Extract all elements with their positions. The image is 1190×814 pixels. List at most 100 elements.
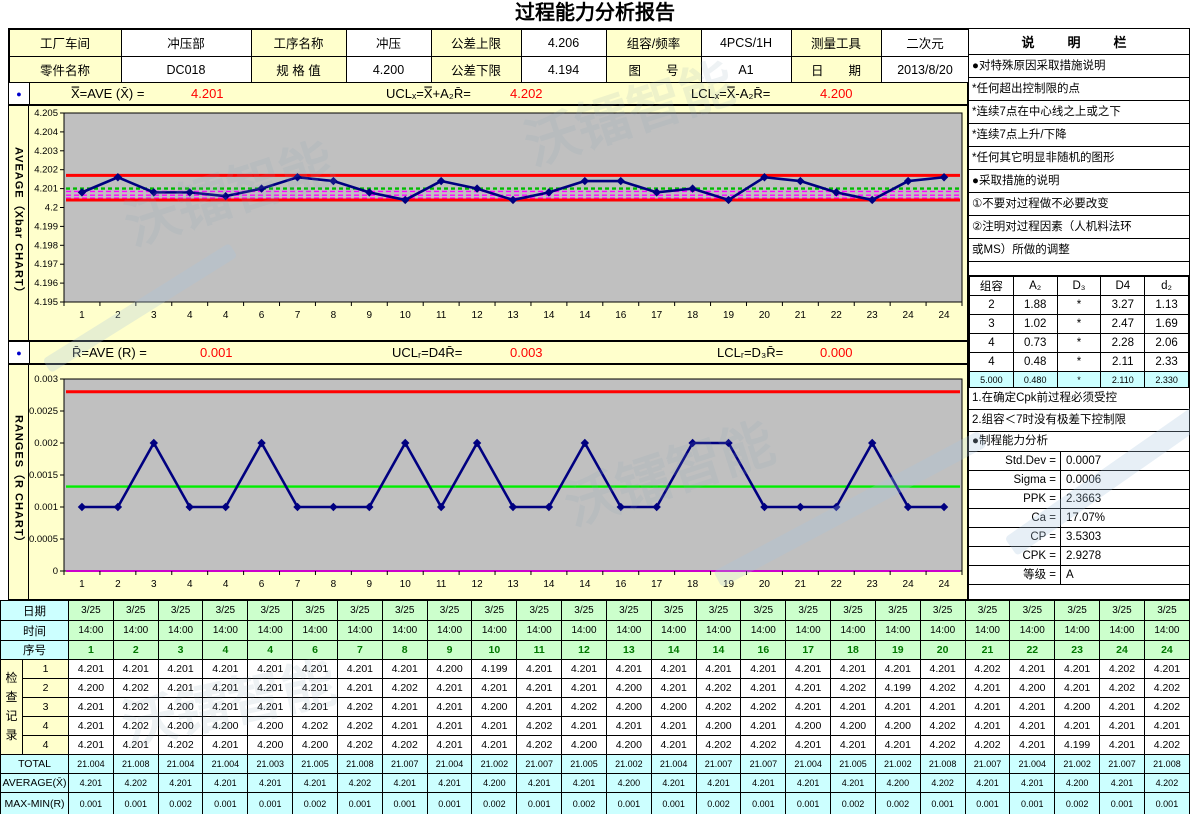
measurement-cell[interactable]: 4.201 <box>740 716 787 736</box>
time-row-cell[interactable]: 14:00 <box>785 620 832 641</box>
range-row-cell[interactable]: 0.001 <box>426 792 473 814</box>
data-point-marker[interactable] <box>868 195 877 205</box>
measurement-cell[interactable]: 4.201 <box>830 735 876 755</box>
time-row-cell[interactable]: 14:00 <box>605 620 652 641</box>
range-row-cell[interactable]: 0.001 <box>202 792 249 814</box>
header-value[interactable]: A1 <box>700 55 792 84</box>
capability-value[interactable]: 17.07% <box>1066 512 1106 524</box>
time-row-cell[interactable]: 14:00 <box>695 620 742 641</box>
time-row-cell[interactable]: 14:00 <box>1009 620 1056 641</box>
measurement-cell[interactable]: 4.201 <box>1009 716 1056 736</box>
data-point-marker[interactable] <box>652 502 661 512</box>
measurement-cell[interactable]: 4.200 <box>292 735 338 755</box>
measurement-cell[interactable]: 4.201 <box>1099 716 1145 736</box>
average-row-cell[interactable]: 4.201 <box>157 773 204 793</box>
time-row-cell[interactable]: 14:00 <box>919 620 966 641</box>
measurement-cell[interactable]: 4.200 <box>471 697 518 717</box>
measurement-cell[interactable]: 4.201 <box>874 697 921 717</box>
range-row-cell[interactable]: 0.002 <box>471 792 518 814</box>
measurement-cell[interactable]: 4.201 <box>202 735 249 755</box>
capability-value[interactable]: 0.0006 <box>1066 474 1102 486</box>
measurement-cell[interactable]: 4.201 <box>561 678 607 698</box>
measurement-cell[interactable]: 4.201 <box>785 735 832 755</box>
range-row-cell[interactable]: 0.001 <box>112 792 159 814</box>
sequence-row-cell[interactable]: 4 <box>247 640 294 660</box>
range-row-cell[interactable]: 0.002 <box>292 792 338 814</box>
measurement-cell[interactable]: 4.201 <box>112 659 159 679</box>
total-row-cell[interactable]: 21.004 <box>785 754 832 774</box>
header-value[interactable]: 2013/8/20 <box>880 55 970 84</box>
measurement-cell[interactable]: 4.202 <box>740 735 787 755</box>
total-row-cell[interactable]: 21.004 <box>650 754 697 774</box>
measurement-cell[interactable]: 4.201 <box>426 678 473 698</box>
date-row-cell[interactable]: 3/25 <box>964 600 1011 621</box>
data-point-marker[interactable] <box>868 438 877 448</box>
time-row-cell[interactable]: 14:00 <box>1054 620 1101 641</box>
sequence-row-cell[interactable]: 19 <box>874 640 921 660</box>
capability-value[interactable]: 2.9278 <box>1066 550 1102 562</box>
measurement-cell[interactable]: 4.201 <box>247 678 294 698</box>
measurement-cell[interactable]: 4.201 <box>336 659 383 679</box>
sequence-row-cell[interactable]: 24 <box>1099 640 1145 660</box>
capability-value[interactable]: 2.3663 <box>1066 493 1102 505</box>
measurement-cell[interactable]: 4.201 <box>1099 735 1145 755</box>
data-point-marker[interactable] <box>77 502 87 512</box>
date-row-cell[interactable]: 3/25 <box>1099 600 1145 621</box>
time-row-cell[interactable]: 14:00 <box>830 620 876 641</box>
measurement-cell[interactable]: 4.201 <box>426 716 473 736</box>
data-point-marker[interactable] <box>688 184 697 193</box>
measurement-cell[interactable]: 4.202 <box>1143 678 1190 698</box>
measurement-cell[interactable]: 4.201 <box>292 697 338 717</box>
data-point-marker[interactable] <box>329 502 338 512</box>
time-row-cell[interactable]: 14:00 <box>381 620 428 641</box>
measurement-cell[interactable]: 4.201 <box>68 697 114 717</box>
average-row-cell[interactable]: 4.201 <box>68 773 114 793</box>
measurement-cell[interactable]: 4.200 <box>830 716 876 736</box>
average-row-cell[interactable]: 4.201 <box>561 773 607 793</box>
measurement-cell[interactable]: 4.202 <box>112 716 159 736</box>
measurement-cell[interactable]: 4.200 <box>68 678 114 698</box>
average-row-cell[interactable]: 4.200 <box>1054 773 1101 793</box>
date-row-cell[interactable]: 3/25 <box>68 600 114 621</box>
time-row-cell[interactable]: 14:00 <box>1143 620 1190 641</box>
range-row-cell[interactable]: 0.002 <box>157 792 204 814</box>
measurement-cell[interactable]: 4.202 <box>695 678 742 698</box>
average-row-cell[interactable]: 4.201 <box>381 773 428 793</box>
data-point-marker[interactable] <box>185 188 194 197</box>
total-row-cell[interactable]: 21.007 <box>381 754 428 774</box>
measurement-cell[interactable]: 4.202 <box>919 678 966 698</box>
data-point-marker[interactable] <box>580 176 590 186</box>
sequence-row-cell[interactable]: 10 <box>471 640 518 660</box>
average-row-cell[interactable]: 4.202 <box>1143 773 1190 793</box>
time-row-cell[interactable]: 14:00 <box>336 620 383 641</box>
measurement-cell[interactable]: 4.201 <box>516 697 563 717</box>
measurement-cell[interactable]: 4.201 <box>919 659 966 679</box>
measurement-cell[interactable]: 4.201 <box>471 678 518 698</box>
average-row-cell[interactable]: 4.201 <box>1099 773 1145 793</box>
measurement-cell[interactable]: 4.201 <box>605 716 652 736</box>
average-row-cell[interactable]: 4.201 <box>785 773 832 793</box>
average-row-cell[interactable]: 4.200 <box>874 773 921 793</box>
sequence-row-cell[interactable]: 4 <box>202 640 249 660</box>
data-point-marker[interactable] <box>760 502 769 512</box>
xbar-mean-value[interactable]: 4.201 <box>191 86 224 101</box>
sequence-row-cell[interactable]: 24 <box>1143 640 1190 660</box>
measurement-cell[interactable]: 4.201 <box>785 659 832 679</box>
average-row-cell[interactable]: 4.201 <box>695 773 742 793</box>
time-row-cell[interactable]: 14:00 <box>292 620 338 641</box>
data-point-marker[interactable] <box>832 188 841 197</box>
sequence-row-cell[interactable]: 6 <box>292 640 338 660</box>
measurement-cell[interactable]: 4.201 <box>157 659 204 679</box>
range-row-cell[interactable]: 0.001 <box>1099 792 1145 814</box>
sequence-row-cell[interactable]: 8 <box>381 640 428 660</box>
measurement-cell[interactable]: 4.201 <box>740 678 787 698</box>
measurement-cell[interactable]: 4.200 <box>695 716 742 736</box>
sequence-row-cell[interactable]: 7 <box>336 640 383 660</box>
header-value[interactable]: 4.194 <box>520 55 607 84</box>
r-lcl-value[interactable]: 0.000 <box>820 345 853 360</box>
data-point-marker[interactable] <box>472 438 482 448</box>
measurement-cell[interactable]: 4.200 <box>157 697 204 717</box>
measurement-cell[interactable]: 4.200 <box>157 716 204 736</box>
measurement-cell[interactable]: 4.201 <box>650 659 697 679</box>
measurement-cell[interactable]: 4.202 <box>695 735 742 755</box>
